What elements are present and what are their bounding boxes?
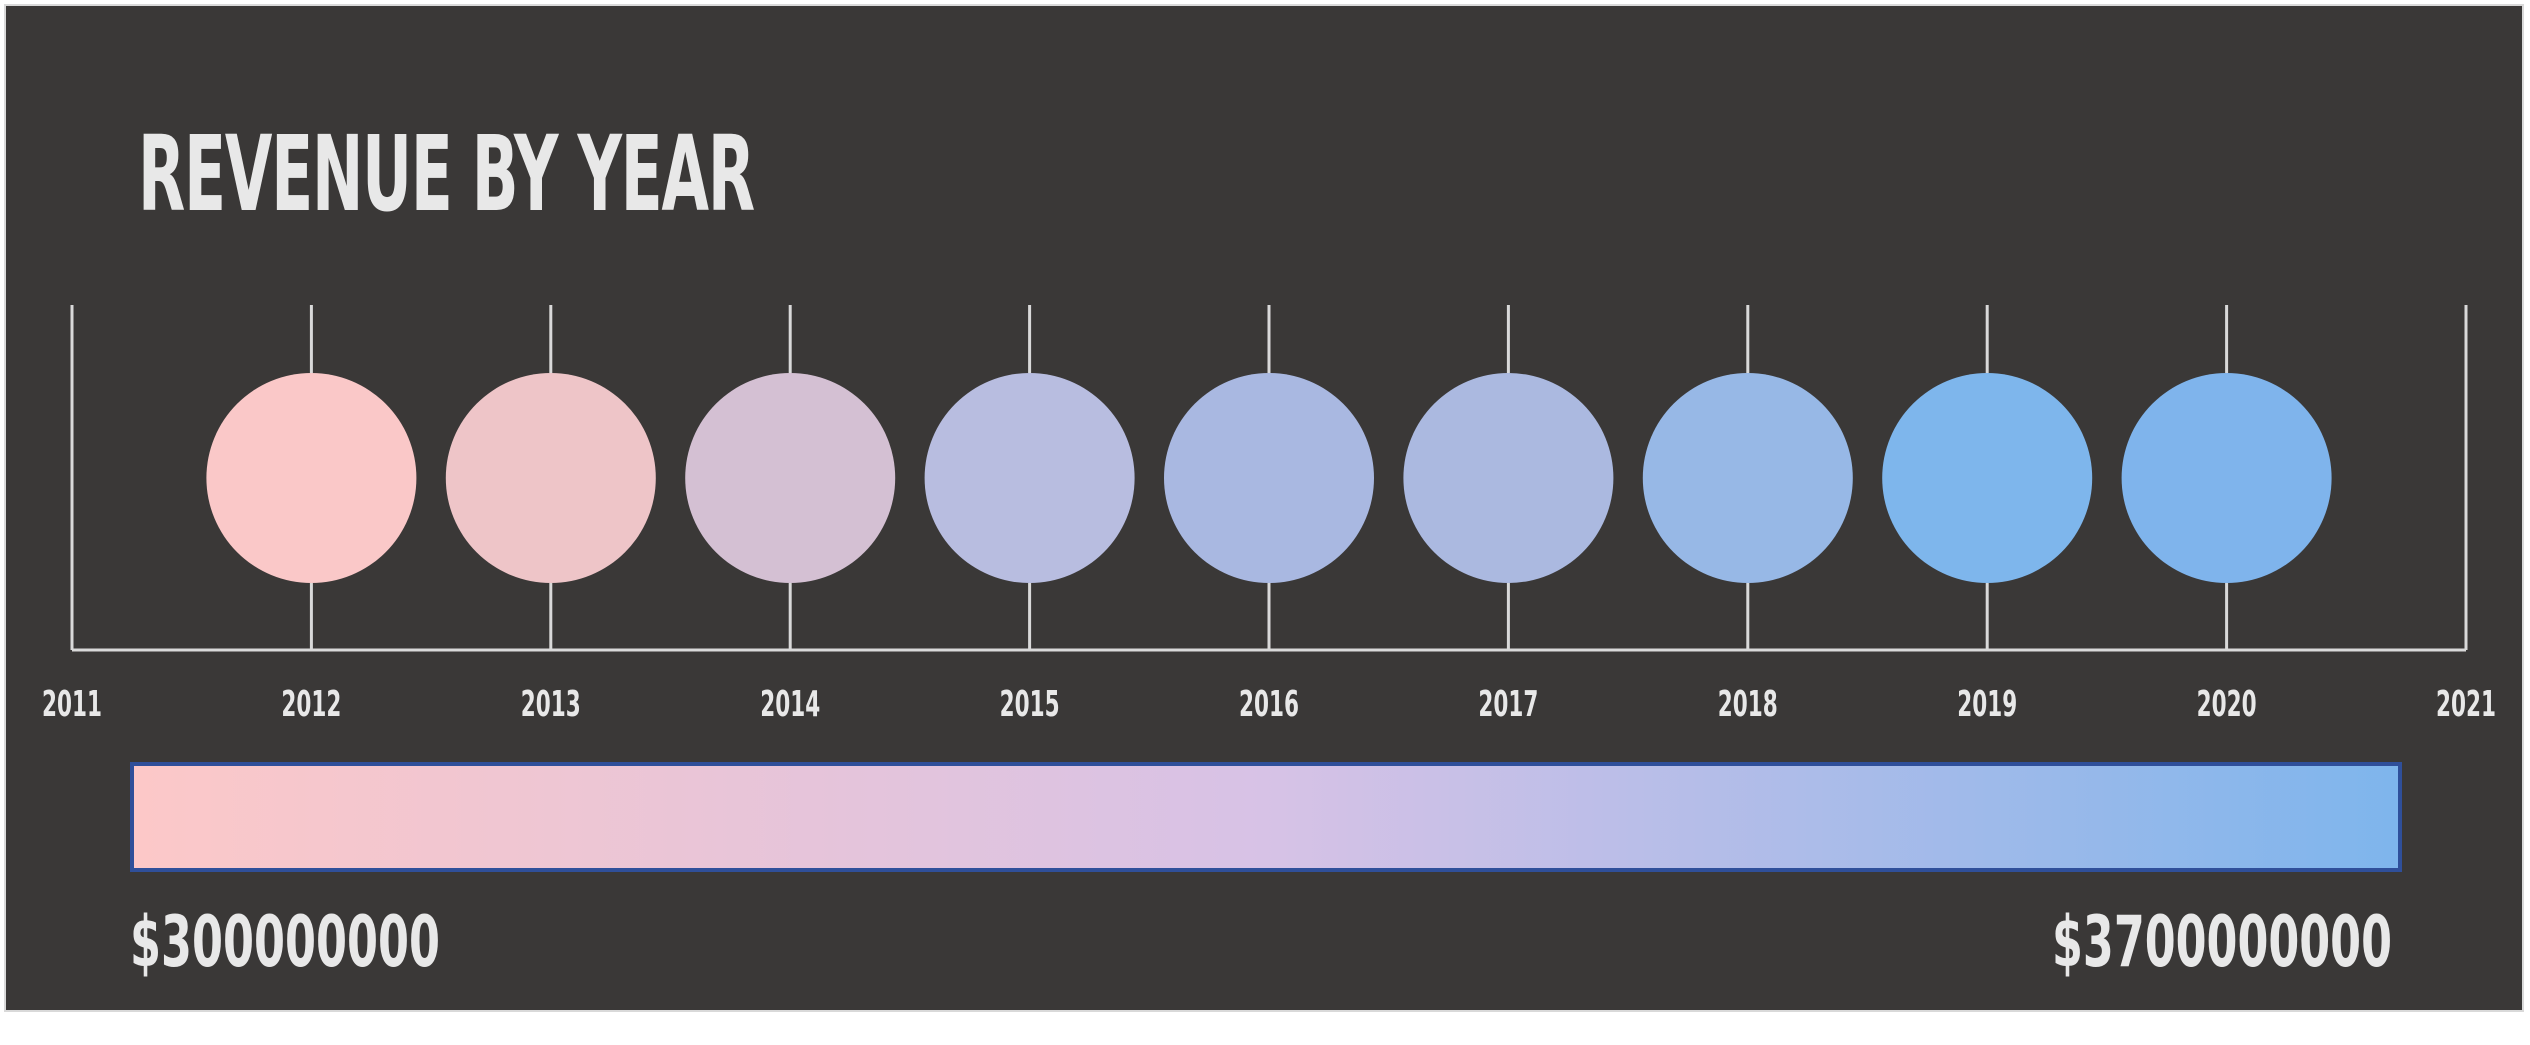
x-tick-label-2018: 2018: [1718, 684, 1778, 725]
x-tick-label-2012: 2012: [281, 684, 341, 725]
color-scale-min-label: $300000000: [130, 901, 440, 983]
x-tick-label-2015: 2015: [1000, 684, 1060, 725]
bubble-2015: [924, 373, 1135, 583]
chart-title: REVENUE BY YEAR: [138, 113, 754, 235]
bubble-2020: [2121, 373, 2332, 583]
x-tick-label-2013: 2013: [521, 684, 581, 725]
bubble-series: [206, 305, 2332, 650]
bubble-2016: [1164, 373, 1374, 583]
bubble-2012: [206, 373, 417, 583]
bubble-2019: [1882, 373, 2093, 583]
color-scale-bar: [130, 762, 2402, 872]
x-tick-label-2020: 2020: [2197, 684, 2257, 725]
x-tick-label-2019: 2019: [1957, 684, 2017, 725]
bubble-2018: [1642, 373, 1853, 583]
x-tick-label-2017: 2017: [1478, 684, 1538, 725]
color-scale-max-label: $3700000000: [2052, 901, 2392, 983]
x-tick-label-2011: 2011: [42, 684, 102, 725]
bubble-2017: [1403, 373, 1614, 583]
bubble-2013: [445, 373, 656, 583]
x-tick-label-2016: 2016: [1239, 684, 1299, 725]
bubble-2014: [685, 373, 896, 583]
x-tick-labels: 2011 2012 2013 2014 2015 2016 2017 2018 2019 2020…: [42, 684, 2496, 725]
x-tick-label-2014: 2014: [760, 684, 820, 725]
x-tick-label-2021: 2021: [2436, 684, 2496, 725]
